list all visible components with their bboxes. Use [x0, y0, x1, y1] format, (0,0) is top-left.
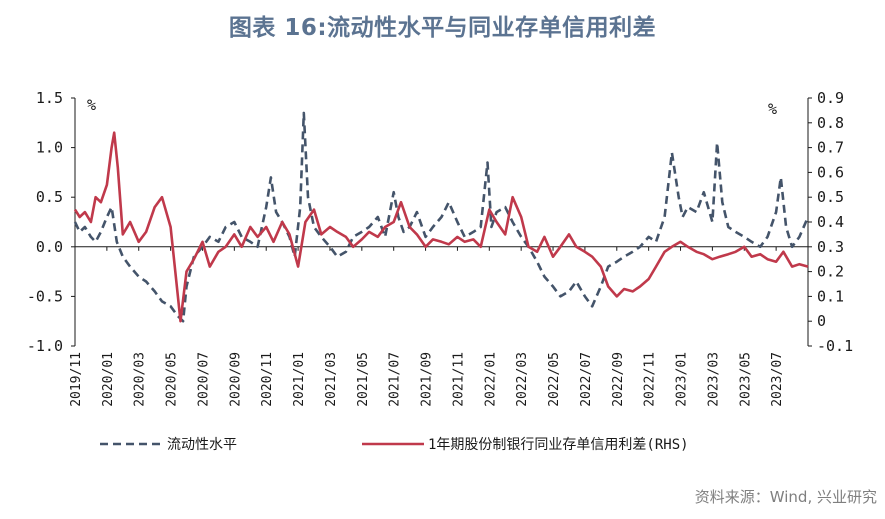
x-tick-label: 2021/01: [292, 352, 307, 407]
left-tick-label: 0.5: [36, 188, 63, 206]
right-tick-label: 0.7: [817, 139, 844, 157]
right-tick-label: 0.8: [817, 114, 844, 132]
legend-label-spread: 1年期股份制银行同业存单信用利差(RHS): [428, 437, 689, 453]
x-tick-label: 2020/03: [133, 352, 148, 407]
left-tick-label: 0.0: [36, 238, 63, 256]
x-tick-label: 2020/05: [165, 352, 180, 407]
x-tick-label: 2022/03: [515, 352, 530, 407]
right-tick-label: 0: [817, 312, 826, 330]
x-tick-label: 2021/11: [451, 352, 466, 407]
right-tick-label: 0.5: [817, 188, 844, 206]
x-tick-label: 2020/07: [196, 352, 211, 407]
source-note: 资料来源：Wind, 兴业研究: [694, 488, 877, 506]
x-tick-label: 2022/07: [579, 352, 594, 407]
right-tick-label: 0.4: [817, 213, 844, 231]
x-tick-label: 2021/05: [356, 352, 371, 407]
right-axis-unit: %: [768, 100, 777, 118]
x-tick-label: 2021/03: [324, 352, 339, 407]
x-tick-label: 2022/09: [611, 352, 626, 407]
ncd-credit-spread-line: [73, 131, 809, 323]
x-tick-label: 2021/09: [420, 352, 435, 407]
x-tick-label: 2022/01: [483, 352, 498, 407]
left-tick-label: -0.5: [27, 287, 63, 305]
chart-title: 图表 16:流动性水平与同业存单信用利差: [228, 15, 657, 41]
x-tick-label: 2020/11: [260, 352, 275, 407]
right-tick-label: 0.9: [817, 89, 844, 107]
x-tick-label: 2022/11: [643, 352, 658, 407]
x-tick-label: 2023/03: [706, 352, 721, 407]
legend-label-liquidity: 流动性水平: [167, 437, 237, 453]
right-tick-label: -0.1: [817, 337, 853, 355]
x-tick-label: 2020/01: [101, 352, 116, 407]
left-tick-label: 1.5: [36, 89, 63, 107]
x-tick-label: 2023/05: [738, 352, 753, 407]
right-tick-label: 0.6: [817, 163, 844, 181]
left-tick-label: 1.0: [36, 139, 63, 157]
x-tick-label: 2021/07: [388, 352, 403, 407]
left-axis-unit: %: [87, 96, 96, 114]
left-tick-label: -1.0: [27, 337, 63, 355]
x-tick-label: 2019/11: [69, 352, 84, 407]
x-tick-label: 2023/01: [675, 352, 690, 407]
x-tick-label: 2022/05: [547, 352, 562, 407]
x-tick-label: 2023/07: [770, 352, 785, 407]
right-tick-label: 0.2: [817, 263, 844, 281]
right-tick-label: 0.1: [817, 287, 844, 305]
x-tick-label: 2020/09: [228, 352, 243, 407]
right-tick-label: 0.3: [817, 238, 844, 256]
